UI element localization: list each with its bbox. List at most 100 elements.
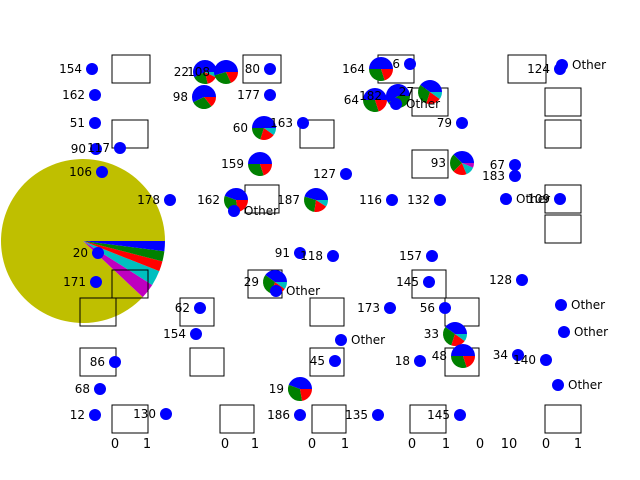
- x-tick-label-5: 1: [341, 437, 349, 452]
- mini-pie-label-25: 178: [137, 193, 160, 207]
- mini-pie-label-5: 6: [392, 57, 400, 71]
- mini-pie-27-slice-3: [316, 200, 328, 207]
- mini-pie-2-slice-2: [226, 72, 238, 83]
- mini-pie-35-slice-0: [90, 276, 102, 288]
- mini-pie-36-slice-3: [275, 282, 287, 290]
- mini-pie-label-4: 164: [342, 62, 365, 76]
- mini-pie-15-slice-0: [297, 117, 309, 129]
- x-tick-label-4: 0: [308, 437, 316, 452]
- mini-pie-51-slice-1: [288, 384, 303, 401]
- mini-pie-label-27: 187: [277, 193, 300, 207]
- x-tick-label-8: 0: [476, 437, 484, 452]
- mini-pie-label-28: 116: [359, 193, 382, 207]
- mini-pie-18-slice-0: [114, 142, 126, 154]
- mini-pie-label-56: 145: [427, 408, 450, 422]
- mini-axes-box-13: [111, 269, 149, 299]
- mini-pie-label-11: 182: [359, 89, 382, 103]
- mini-pie-label-38: 128: [489, 273, 512, 287]
- mini-pie-12-slice-0: [420, 79, 442, 92]
- other-marker-2: [228, 205, 240, 217]
- mini-pie-41-slice-0: [439, 302, 451, 314]
- mini-pie-20-slice-4: [462, 163, 474, 168]
- mini-pie-32-slice-0: [294, 247, 306, 259]
- mini-pie-label-7: 162: [62, 88, 85, 102]
- mini-pie-label-35: 171: [63, 275, 86, 289]
- mini-axes-box-18: [309, 297, 345, 327]
- mini-axes-box-27: [409, 404, 447, 434]
- mini-axes-box-22: [309, 347, 345, 377]
- mini-pie-17-slice-0: [90, 143, 102, 155]
- mini-pie-20-slice-2: [453, 163, 467, 175]
- mini-pie-8-slice-2: [204, 97, 216, 107]
- mini-pie-49-slice-0: [540, 354, 552, 366]
- mini-pie-0-slice-0: [86, 63, 98, 75]
- mini-pie-10-slice-0: [363, 88, 387, 100]
- mini-pie-label-10: 64: [344, 93, 359, 107]
- mini-pie-24-slice-0: [509, 170, 521, 182]
- mini-pie-label-8: 98: [173, 90, 188, 104]
- x-tick-label-0: 0: [111, 437, 119, 452]
- mini-pie-label-41: 56: [420, 301, 435, 315]
- mini-pie-47-slice-1: [451, 356, 467, 368]
- mini-pie-19-slice-0: [248, 152, 272, 164]
- mini-pie-label-9: 177: [237, 88, 260, 102]
- mini-pie-42-slice-0: [190, 328, 202, 340]
- mini-axes-box-7: [299, 119, 335, 149]
- other-marker-7: [558, 326, 570, 338]
- mini-pie-4-slice-1: [369, 69, 385, 82]
- x-tick-label-2: 0: [221, 437, 229, 452]
- mini-pie-label-12: 27: [399, 85, 414, 99]
- mini-pie-20-slice-0: [453, 151, 474, 163]
- mini-pie-13-slice-0: [89, 117, 101, 129]
- mini-pie-label-32: 91: [275, 246, 290, 260]
- mini-pie-label-17: 90: [71, 142, 86, 156]
- mini-axes-box-10: [544, 184, 582, 214]
- mini-pie-label-13: 51: [70, 116, 85, 130]
- mini-pie-46-slice-0: [329, 355, 341, 367]
- mini-pie-label-55: 135: [345, 408, 368, 422]
- main-pie-slice-3: [83, 241, 163, 272]
- mini-pie-label-6: 124: [527, 62, 550, 76]
- other-marker-6: [555, 299, 567, 311]
- mini-pie-label-20: 93: [431, 156, 446, 170]
- other-label-4: Other: [286, 284, 320, 298]
- mini-pie-label-30: 109: [527, 192, 550, 206]
- mini-axes-box-5: [544, 87, 582, 117]
- mini-pie-29-slice-0: [434, 194, 446, 206]
- mini-pie-11-slice-0: [386, 84, 410, 104]
- mini-pie-53-slice-0: [160, 408, 172, 420]
- other-label-6: Other: [571, 298, 605, 312]
- main-pie-slice-5: [83, 241, 165, 252]
- mini-axes-box-15: [411, 269, 447, 299]
- other-label-0: Other: [572, 58, 606, 72]
- mini-axes-box-1: [242, 54, 282, 84]
- mini-pie-56-slice-0: [454, 409, 466, 421]
- mini-pie-44-slice-0: [109, 356, 121, 368]
- mini-pie-label-16: 79: [437, 116, 452, 130]
- mini-pie-1-slice-3: [205, 72, 217, 78]
- mini-pie-47-slice-0: [451, 344, 475, 356]
- main-pie-slice-0: [0, 158, 165, 323]
- mini-pie-43-slice-2: [451, 334, 465, 346]
- mini-axes-box-0: [111, 54, 151, 84]
- mini-pie-26-slice-0: [224, 187, 248, 200]
- mini-pie-23-slice-0: [340, 168, 352, 180]
- mini-pie-28-slice-0: [386, 194, 398, 206]
- mini-pie-14-slice-3: [264, 128, 276, 136]
- mini-axes-box-26: [311, 404, 347, 434]
- mini-pie-40-slice-0: [384, 302, 396, 314]
- mini-pie-3-slice-0: [264, 63, 276, 75]
- mini-pie-4-slice-2: [381, 69, 393, 81]
- mini-pie-43-slice-3: [455, 334, 467, 342]
- mini-pie-47-slice-2: [463, 356, 475, 368]
- mini-pie-48-slice-0: [512, 349, 524, 361]
- mini-pie-label-2: 108: [187, 65, 210, 79]
- mini-pie-36-slice-0: [265, 269, 287, 282]
- mini-pie-label-22: 106: [69, 165, 92, 179]
- other-label-5: Other: [351, 333, 385, 347]
- mini-pie-51-slice-2: [300, 389, 312, 401]
- mini-pie-14-slice-1: [252, 128, 264, 140]
- mini-pie-12-slice-3: [430, 92, 442, 100]
- mini-pie-label-3: 80: [245, 62, 260, 76]
